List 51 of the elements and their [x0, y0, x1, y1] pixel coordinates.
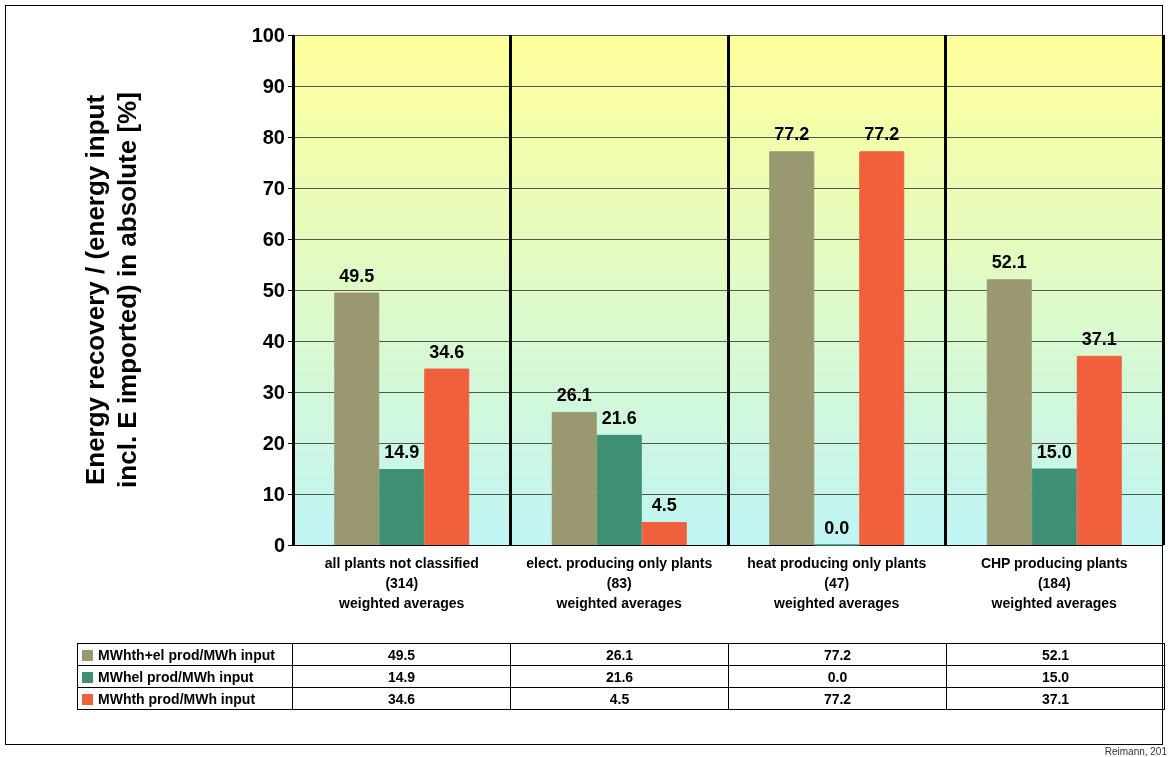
data-label: 77.2 [728, 687, 947, 710]
legend-label: MWhth prod/MWh input [98, 690, 256, 707]
bar [379, 469, 425, 545]
x-tick-label: heat producing only plants (47) weighted averages [747, 555, 927, 611]
legend-label: MWhel prod/MWh input [98, 668, 254, 685]
data-label: 49.5 [292, 643, 511, 666]
bar [986, 279, 1032, 545]
y-tick-label: 20 [262, 432, 285, 454]
y-tick-label: 70 [262, 177, 285, 199]
text: 52.1 [991, 252, 1027, 273]
y-tick-label: 80 [262, 126, 285, 148]
x-tick-label: all plants not classified (314) weighted averages [324, 555, 479, 611]
text: 15.0 [1036, 441, 1072, 462]
y-tick-label: 0 [273, 534, 285, 556]
text: 0.0 [824, 517, 850, 538]
y-tick-label: 90 [262, 75, 285, 97]
bar [334, 292, 380, 545]
bar [641, 522, 687, 545]
text: 49.5 [339, 265, 375, 286]
y-tick-label: 40 [262, 330, 285, 352]
y-tick-label: 30 [262, 381, 285, 403]
text: Reimann, 201 [1104, 746, 1167, 757]
y-axis-title: Energy recovery / (energy input incl. E imported) in absolute [%] [80, 92, 142, 488]
data-label: 37.1 [946, 687, 1165, 710]
bar [1031, 468, 1077, 545]
data-label: 4.5 [510, 687, 729, 710]
bar [596, 434, 642, 545]
text: 34.6 [429, 341, 465, 362]
legend-label: MWhth+el prod/MWh input [98, 646, 275, 663]
bar [769, 151, 815, 545]
y-tick-label: 10 [262, 483, 285, 505]
y-tick-label: 100 [251, 24, 285, 46]
x-tick-label: CHP producing plants (184) weighted averages [980, 555, 1128, 611]
data-label: 14.9 [292, 665, 511, 688]
x-tick-label: elect. producing only plants (83) weighted averages [526, 555, 713, 611]
data-label: 21.6 [510, 665, 729, 688]
bar [551, 411, 597, 545]
data-label: 26.1 [510, 643, 729, 666]
text: 4.5 [651, 495, 677, 516]
y-tick-label: 50 [262, 279, 285, 301]
y-tick-label: 60 [262, 228, 285, 250]
bar [1076, 355, 1122, 545]
data-label: 77.2 [728, 643, 947, 666]
text: 14.9 [384, 442, 420, 463]
bar [859, 151, 905, 545]
text: 21.6 [601, 407, 637, 428]
bar [424, 368, 470, 545]
data-label: 34.6 [292, 687, 511, 710]
data-label: 52.1 [946, 643, 1165, 666]
data-label: 15.0 [946, 665, 1165, 688]
data-label: 0.0 [728, 665, 947, 688]
